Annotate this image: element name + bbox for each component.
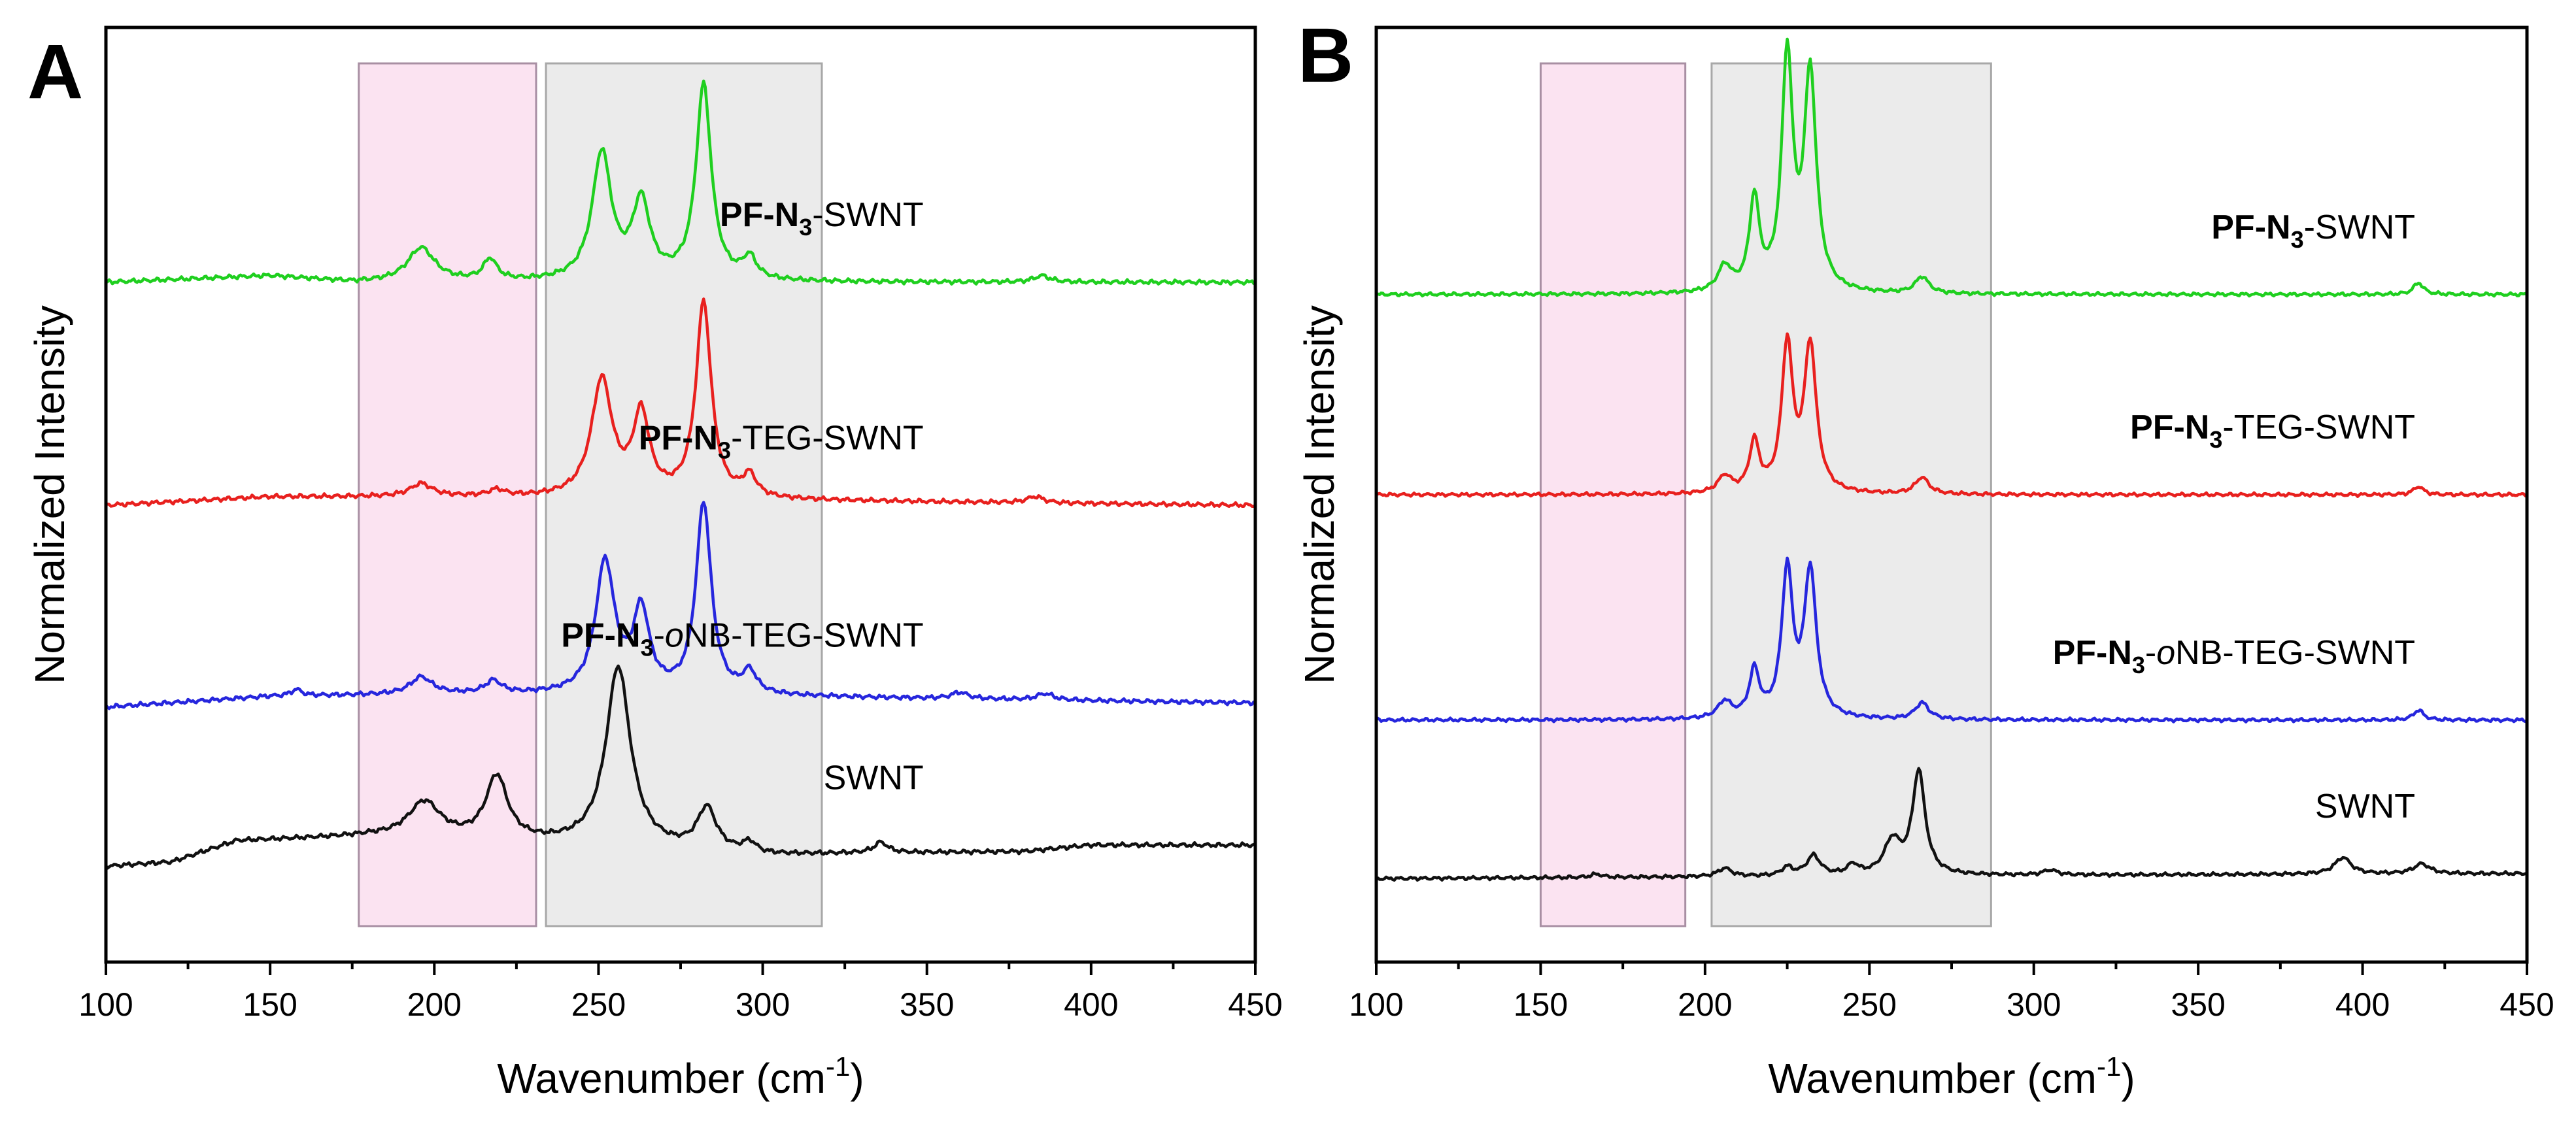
series-line-1 [105,79,1256,286]
series-line-3 [105,501,1257,710]
series-line-3 [1375,556,2528,724]
series-label-3: PF-N3-oNB-TEG-SWNT [561,617,923,661]
x-tick-label: 250 [1842,986,1897,1023]
series-label-4: SWNT [2315,788,2415,825]
chart-panel-b: PF-N3-SWNT PF-N3-TEG-SWNT PF-N3-oNB-TEG-SW… [1296,12,2554,1102]
x-tick-label: 100 [78,986,133,1023]
series-label-2: PF-N3-TEG-SWNT [639,419,924,463]
series-label-2: PF-N3-TEG-SWNT [2130,408,2415,453]
x-tick-label: 350 [900,986,954,1023]
series-line-4 [1376,767,2528,882]
x-tick-label: 150 [243,986,297,1023]
panel-label: B [1298,12,1353,99]
series-line-2 [1376,332,2528,499]
y-axis-label: Normalized Intensity [1296,305,1343,684]
x-axis-label: Wavenumber (cm-1) [1768,1051,2135,1102]
series-label-1: PF-N3-SWNT [2211,208,2415,253]
x-tick-label: 450 [2500,986,2554,1023]
series-line-2 [105,297,1256,508]
series-label-4: SWNT [824,759,924,797]
x-tick-label: 200 [1678,986,1732,1023]
x-tick-label: 200 [407,986,462,1023]
y-axis-label: Normalized Intensity [26,305,73,684]
series-line-4 [105,664,1256,870]
series-line-1 [1376,37,2528,298]
x-tick-label: 300 [2007,986,2061,1023]
x-tick-label: 350 [2171,986,2225,1023]
x-tick-label: 150 [1514,986,1568,1023]
series-label-3: PF-N3-oNB-TEG-SWNT [2053,634,2415,678]
x-tick-label: 400 [2335,986,2390,1023]
x-axis-label: Wavenumber (cm-1) [497,1051,864,1102]
x-tick-label: 450 [1228,986,1282,1023]
x-tick-label: 250 [571,986,626,1023]
x-tick-label: 100 [1349,986,1403,1023]
series-label-1: PF-N3-SWNT [720,196,924,241]
chart-panel-a: PF-N3-SWNT PF-N3-TEG-SWNT PF-N3-oNB-TEG-SW… [26,25,1283,1102]
x-tick-label: 400 [1064,986,1118,1023]
panel-label: A [27,29,83,115]
shaded-region-2 [545,62,823,927]
x-tick-label: 300 [736,986,790,1023]
